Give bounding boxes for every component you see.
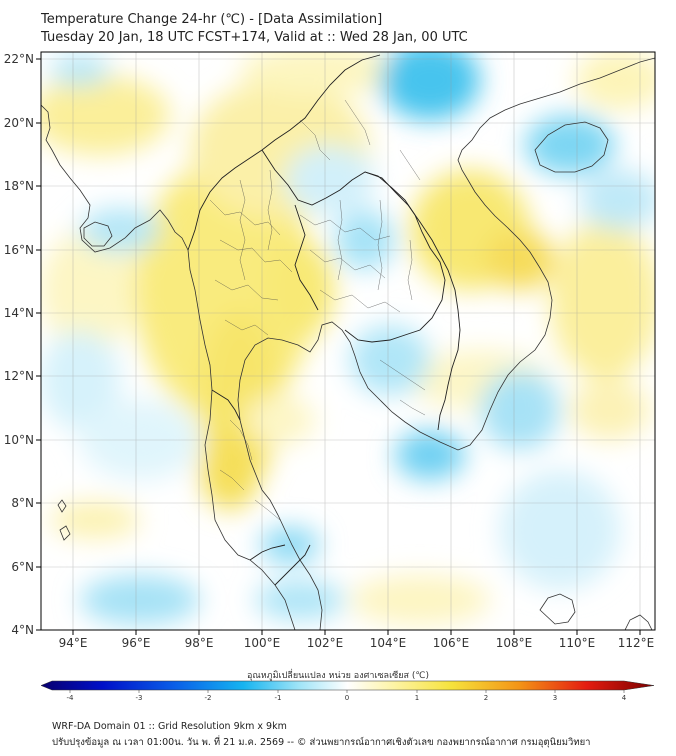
colorbar-bar: [40, 680, 655, 691]
lat-label: 14°N: [4, 306, 34, 320]
colorbar-label: -2: [205, 694, 212, 702]
colorbar-label: -4: [67, 694, 75, 702]
colorbar-label: 2: [484, 694, 488, 702]
colorbar: -4 -3 -2 -1 0 1 2 3 4: [40, 680, 655, 702]
province-borders: [209, 99, 426, 521]
colorbar-label: -1: [275, 694, 282, 702]
lon-label: 98°E: [185, 636, 214, 650]
lon-label: 110°E: [559, 636, 596, 650]
colorbar-label: 4: [622, 694, 627, 702]
latitude-labels: 22°N 20°N 18°N 16°N 14°N 12°N 10°N 8°N 6…: [4, 52, 34, 637]
lon-label: 102°E: [307, 636, 344, 650]
footer-credits: ปรับปรุงข้อมูล ณ เวลา 01:00น. วัน พ. ที่…: [52, 737, 591, 748]
footer-model-info: WRF-DA Domain 01 :: Grid Resolution 9km …: [52, 721, 287, 732]
lon-label: 104°E: [370, 636, 407, 650]
lat-label: 18°N: [4, 179, 34, 193]
lat-label: 16°N: [4, 243, 34, 257]
country-borders: [187, 54, 461, 586]
lon-label: 112°E: [618, 636, 655, 650]
lon-label: 100°E: [244, 636, 281, 650]
map-title: Temperature Change 24-hr (℃) - [Data Ass…: [41, 12, 383, 27]
temperature-field: [41, 52, 655, 630]
lat-label: 12°N: [4, 369, 34, 383]
lat-label: 8°N: [11, 496, 34, 510]
lon-label: 108°E: [496, 636, 533, 650]
colorbar-title: อุณหภูมิเปลี่ยนแปลง หน่วย องศาเซลเซียส (…: [246, 671, 430, 681]
lon-label: 96°E: [122, 636, 151, 650]
longitude-labels: 94°E 96°E 98°E 100°E 102°E 104°E 106°E 1…: [59, 636, 655, 650]
coastlines: [41, 57, 655, 630]
map-subtitle: Tuesday 20 Jan, 18 UTC FCST+174, Valid a…: [41, 30, 468, 45]
graticule: [41, 52, 655, 630]
temperature-map: 22°N 20°N 18°N 16°N 14°N 12°N 10°N 8°N 6…: [4, 51, 656, 702]
lat-label: 6°N: [11, 560, 34, 574]
axis-ticks: [36, 58, 641, 635]
lat-label: 20°N: [4, 116, 34, 130]
lat-label: 4°N: [11, 623, 34, 637]
colorbar-ticks: [69, 690, 625, 693]
colorbar-label: 3: [553, 694, 557, 702]
lon-label: 94°E: [59, 636, 88, 650]
colorbar-label: 0: [345, 694, 349, 702]
lat-label: 22°N: [4, 52, 34, 66]
lon-label: 106°E: [433, 636, 470, 650]
colorbar-label: 1: [415, 694, 419, 702]
lat-label: 10°N: [4, 433, 34, 447]
colorbar-label: -3: [136, 694, 143, 702]
map-frame: [40, 51, 656, 631]
